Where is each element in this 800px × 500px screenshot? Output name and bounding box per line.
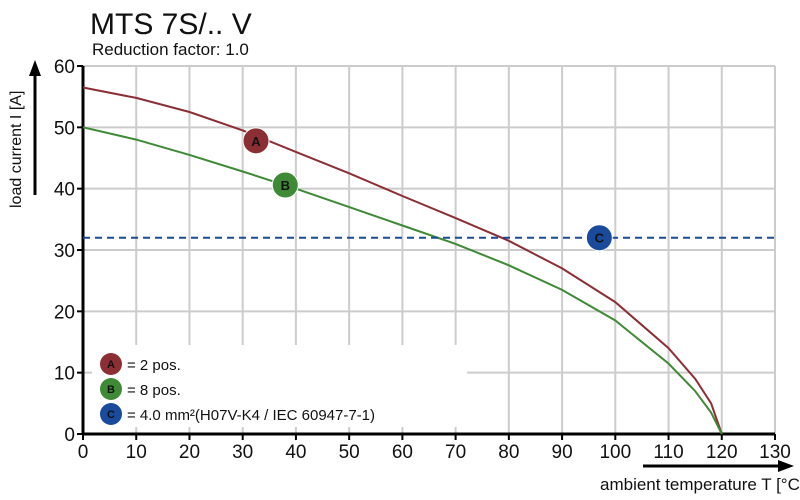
y-tick-label: 40	[54, 180, 75, 201]
x-tick-label: 90	[552, 442, 573, 463]
series-marker-b	[271, 171, 299, 199]
legend-label: = 4.0 mm²(H07V-K4 / IEC 60947-7-1)	[127, 407, 375, 424]
x-tick-label: 0	[78, 442, 89, 463]
legend-marker-a	[100, 353, 122, 375]
x-tick-label: 80	[498, 442, 519, 463]
x-tick-label: 60	[392, 442, 413, 463]
x-tick-label: 70	[445, 442, 466, 463]
legend-marker-letter: C	[107, 409, 115, 421]
y-tick-label: 0	[64, 425, 75, 446]
x-tick-label: 20	[179, 442, 200, 463]
x-tick-label: 110	[653, 442, 683, 463]
legend-marker-letter: A	[107, 359, 115, 371]
x-tick-label: 100	[599, 442, 631, 463]
x-axis-arrowhead	[778, 460, 794, 472]
series-marker-c	[585, 224, 613, 252]
legend-marker-letter: B	[107, 384, 115, 396]
series-marker-letter: B	[281, 178, 290, 193]
legend-background	[92, 345, 467, 427]
legend-label: = 8 pos.	[127, 382, 181, 399]
legend-marker-c	[100, 403, 122, 425]
y-tick-label: 60	[54, 57, 75, 78]
y-tick-label: 30	[54, 241, 75, 262]
x-tick-label: 120	[706, 442, 738, 463]
series-marker-a	[242, 127, 270, 155]
series-marker-letter: C	[595, 231, 605, 246]
y-axis-label: load current I [A]	[8, 91, 25, 208]
y-tick-label: 50	[54, 118, 75, 139]
chart-subtitle: Reduction factor: 1.0	[92, 40, 249, 59]
y-tick-label: 20	[54, 302, 75, 323]
x-tick-label: 130	[759, 442, 791, 463]
y-axis-arrowhead	[29, 60, 41, 76]
x-tick-label: 30	[232, 442, 253, 463]
x-tick-label: 40	[285, 442, 306, 463]
series-line-b	[82, 126, 723, 435]
series-line-a	[82, 86, 723, 435]
x-tick-label: 10	[126, 442, 147, 463]
chart-title: MTS 7S/.. V	[90, 8, 252, 41]
x-axis-label: ambient temperature T [°C]	[600, 475, 800, 494]
legend-marker-b	[100, 378, 122, 400]
y-tick-label: 10	[54, 364, 75, 385]
legend-label: = 2 pos.	[127, 357, 181, 374]
series-marker-letter: A	[251, 134, 261, 149]
x-tick-label: 50	[339, 442, 360, 463]
